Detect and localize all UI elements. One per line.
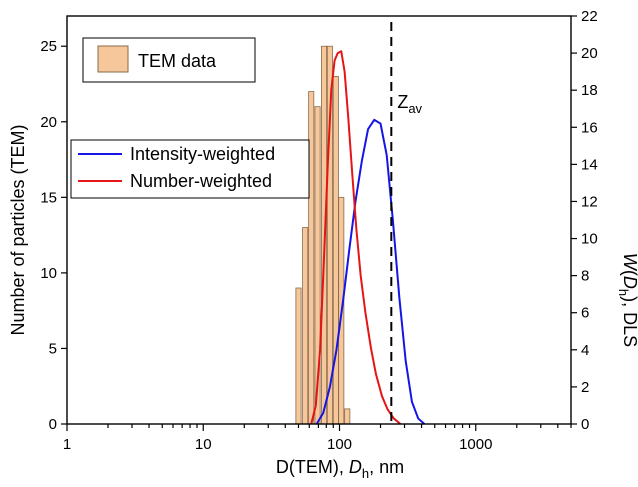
y-left-tick-label: 15 <box>40 189 57 206</box>
x-tick-label: 1 <box>63 436 71 453</box>
y-right-tick-label: 14 <box>581 156 598 173</box>
legend-tem-swatch <box>97 45 129 73</box>
y-left-tick-label: 0 <box>49 416 57 433</box>
y-left-tick-label: 10 <box>40 265 57 282</box>
y-right-tick-label: 2 <box>581 379 589 396</box>
y-right-tick-label: 22 <box>581 8 598 25</box>
x-axis-label: D(TEM), Dh, nm <box>276 457 404 481</box>
x-tick-label: 10 <box>195 436 212 453</box>
tem-bar <box>344 408 351 425</box>
dls-lines <box>310 50 426 425</box>
number-weighted-line <box>310 50 402 425</box>
legend-lines: Intensity-weighted Number-weighted <box>70 139 310 199</box>
y-left-axis-label: Number of particles (TEM) <box>8 124 28 335</box>
y-right-tick-label: 6 <box>581 305 589 322</box>
x-tick-label: 1000 <box>459 436 492 453</box>
y-right-tick-label: 18 <box>581 82 598 99</box>
y-left-axis: 0 5 10 15 20 25 <box>40 38 67 433</box>
legend-tem-label: TEM data <box>138 51 217 71</box>
x-axis: 1 10 100 1000 <box>63 424 572 453</box>
z-average-label: Zav <box>397 92 422 116</box>
y-right-tick-label: 20 <box>581 45 598 62</box>
y-right-tick-label: 8 <box>581 268 589 285</box>
legend-number-label: Number-weighted <box>130 171 272 191</box>
y-right-tick-label: 0 <box>581 416 589 433</box>
y-right-axis-label: W(Dh), DLS <box>616 253 638 347</box>
y-right-tick-label: 16 <box>581 119 598 136</box>
tem-bar <box>295 287 302 425</box>
y-right-tick-label: 10 <box>581 231 598 248</box>
legend-tem: TEM data <box>82 37 256 83</box>
tem-bars <box>295 45 351 425</box>
legend-intensity-label: Intensity-weighted <box>130 144 275 164</box>
y-right-tick-label: 4 <box>581 342 589 359</box>
x-tick-label: 100 <box>327 436 352 453</box>
y-left-tick-label: 25 <box>40 38 57 55</box>
y-right-axis: 0 2 4 6 8 10 12 14 16 18 20 22 <box>571 8 598 433</box>
tem-bar <box>332 76 339 425</box>
tem-bar <box>302 227 309 425</box>
y-right-tick-label: 12 <box>581 193 598 210</box>
intensity-weighted-line <box>315 118 426 425</box>
y-left-tick-label: 20 <box>40 114 57 131</box>
y-left-tick-label: 5 <box>49 340 57 357</box>
